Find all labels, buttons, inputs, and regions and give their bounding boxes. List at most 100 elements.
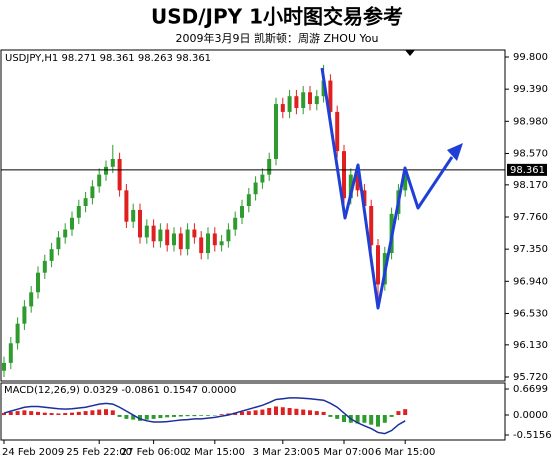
candle-body [287,96,292,112]
candle-body [369,206,374,246]
y-tick-label: 98.170 [513,180,548,191]
candle-body [110,158,115,167]
macd-panel [0,382,506,441]
macd-bar [83,411,88,415]
macd-bar [165,414,170,418]
chart-title: USD/JPY 1小时图交易参考 [151,5,403,29]
y-tick-label: 98.570 [513,148,548,159]
macd-bar [389,414,394,417]
candle-body [226,229,231,242]
candle-body [104,166,108,175]
candle-body [403,169,408,191]
candle-body [97,174,102,187]
candle-body [335,111,340,152]
candle-body [172,233,176,246]
macd-bar [15,411,20,415]
y-tick-label: 97.760 [513,212,548,223]
macd-header-value: 0.1547 [163,385,198,396]
macd-bar [267,408,272,415]
x-tick-label: 5 Mar 07:00 [314,447,374,458]
candle-body [76,206,81,218]
macd-bar [260,409,265,415]
macd-bar [362,414,367,423]
candle-body [342,151,346,199]
x-tick-label: 6 Mar 15:00 [375,447,435,458]
candle-body [29,292,34,307]
macd-bar [403,409,408,415]
macd-header-value: 0.0329 [83,385,118,396]
candle-body [83,198,88,207]
x-tick-label: 2 Mar 15:00 [185,447,245,458]
candle-body [117,158,122,191]
macd-bar [382,414,387,423]
macd-bar [117,414,122,417]
candle-body [158,229,163,242]
macd-bar [369,414,374,425]
macd-bar [144,414,149,420]
macd-y-tick-label: 0.6699 [513,384,548,395]
macd-bar [192,414,197,417]
annotation-arrow [320,67,454,310]
candle-body [260,174,265,183]
candle-body [212,233,217,246]
candle-body [328,80,333,112]
candle-body [348,174,353,199]
chart-subtitle: 2009年3月9日 凯斯顿：周游 ZHOU You [176,31,379,45]
x-tick-label: 24 Feb 2009 [2,447,64,458]
candle-body [70,217,74,230]
macd-bar [335,414,340,419]
candle-body [362,190,367,207]
macd-bar [63,413,68,415]
macd-bar [253,410,258,415]
macd-bar [342,414,346,422]
macd-bar [36,411,40,415]
macd-bar [199,414,204,416]
macd-bar [376,414,380,427]
macd-bar [76,411,81,415]
macd-bar [314,411,319,415]
macd-bar [274,406,278,415]
macd-bar [240,411,244,415]
candle-body [90,186,95,199]
last-price-box [507,163,547,176]
macd-bar [212,414,217,416]
macd-bar [22,410,27,415]
macd-bar [42,412,47,415]
candle-body [308,92,312,105]
candle-body [124,190,129,222]
candle-body [131,209,136,222]
macd-bar [70,412,74,415]
shift-marker [405,50,415,56]
macd-bar [97,409,102,415]
candle-body [301,92,306,108]
macd-bar [246,411,251,415]
y-tick-label: 99.390 [513,84,548,95]
candle-body [280,104,285,112]
macd-bar [321,411,326,415]
candle-body [22,306,27,324]
macd-bar [56,413,61,415]
macd-header-value: 0.0000 [201,385,236,396]
macd-bar [49,413,54,415]
y-tick-label: 95.720 [513,372,548,383]
chart-header: USDJPY,H1 98.271 98.361 98.263 98.361 [5,53,211,64]
plot: 99.800 99.390 98.980 98.570 98.170 97.760 97.3… [1,52,552,458]
candle-body [199,237,204,254]
macd-bar [185,414,190,417]
y-tick-label: 97.350 [513,244,548,255]
macd-bar [110,410,115,415]
macd-bar [138,414,142,421]
macd-bar [294,408,299,415]
candle-body [376,245,380,285]
candle-body [206,233,210,254]
header-value: 98.361 [100,53,135,64]
candle-body [63,229,68,238]
x-tick-label: 25 Feb 22:00 [66,447,132,458]
macd-bar [29,411,34,415]
candle-body [274,104,278,159]
macd-bar [90,410,95,415]
macd-bar [206,414,210,416]
macd-bar [287,408,292,415]
x-tick-label: 3 Mar 23:00 [253,447,313,458]
